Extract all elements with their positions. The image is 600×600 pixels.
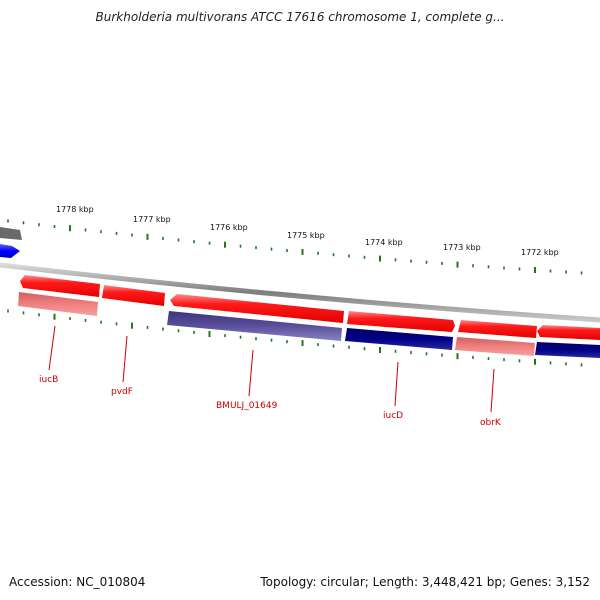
kbp-label-1774: 1774 kbp: [365, 238, 403, 247]
gene-BMULJ_01649-reverse[interactable]: [167, 311, 342, 341]
leader-iucB: [48, 325, 56, 371]
gene-label-pvdF[interactable]: pvdF: [111, 387, 133, 397]
gene-label-iucD[interactable]: iucD: [383, 411, 403, 421]
map-title: Burkholderia multivorans ATCC 17616 chro…: [95, 10, 505, 24]
gene-edge-reverse[interactable]: [535, 342, 600, 358]
kbp-tick-ring: [7, 219, 583, 275]
leader-BMULJ_01649: [248, 349, 254, 397]
leader-obrK: [490, 368, 495, 413]
gene-BMULJ_01649-forward[interactable]: [170, 294, 344, 323]
topology-summary: Topology: circular; Length: 3,448,421 bp…: [260, 575, 590, 589]
gene-edge-forward[interactable]: [537, 325, 600, 340]
kbp-label-1777: 1777 kbp: [133, 215, 171, 224]
gene-label-BMULJ_01649[interactable]: BMULJ_01649: [216, 401, 278, 411]
lower-tick-ring: [7, 309, 583, 367]
gene-iucD-reverse[interactable]: [345, 328, 453, 350]
gene-label-iucB[interactable]: iucB: [39, 375, 58, 385]
kbp-label-1772: 1772 kbp: [521, 248, 559, 257]
gene-obrK-light[interactable]: [455, 337, 535, 356]
kbp-labels: 1778 kbp 1777 kbp 1776 kbp 1775 kbp 1774…: [56, 205, 559, 257]
genome-backbone: [0, 262, 600, 323]
gene-label-leaders: [48, 325, 495, 413]
gene-iucD-forward[interactable]: [347, 311, 455, 332]
reverse-strand: [18, 292, 600, 358]
kbp-label-1773: 1773 kbp: [443, 243, 481, 252]
kbp-label-1775: 1775 kbp: [287, 231, 325, 240]
forward-strand: [20, 275, 600, 340]
gene-obrK-forward[interactable]: [458, 320, 537, 338]
accession-text: Accession: NC_010804: [9, 575, 146, 589]
edge-gray-feature: [0, 227, 22, 240]
kbp-label-1778: 1778 kbp: [56, 205, 94, 214]
gene-iucB-light[interactable]: [18, 292, 98, 316]
gene-iucB-forward[interactable]: [20, 275, 100, 297]
gene-labels: iucB pvdF BMULJ_01649 iucD obrK: [39, 375, 502, 428]
edge-blue-feature: [0, 244, 20, 258]
leader-iucD: [394, 361, 399, 407]
kbp-label-1776: 1776 kbp: [210, 223, 248, 232]
leader-pvdF: [122, 335, 128, 383]
gene-pvdF-forward[interactable]: [102, 285, 165, 306]
gene-label-obrK[interactable]: obrK: [480, 418, 502, 428]
